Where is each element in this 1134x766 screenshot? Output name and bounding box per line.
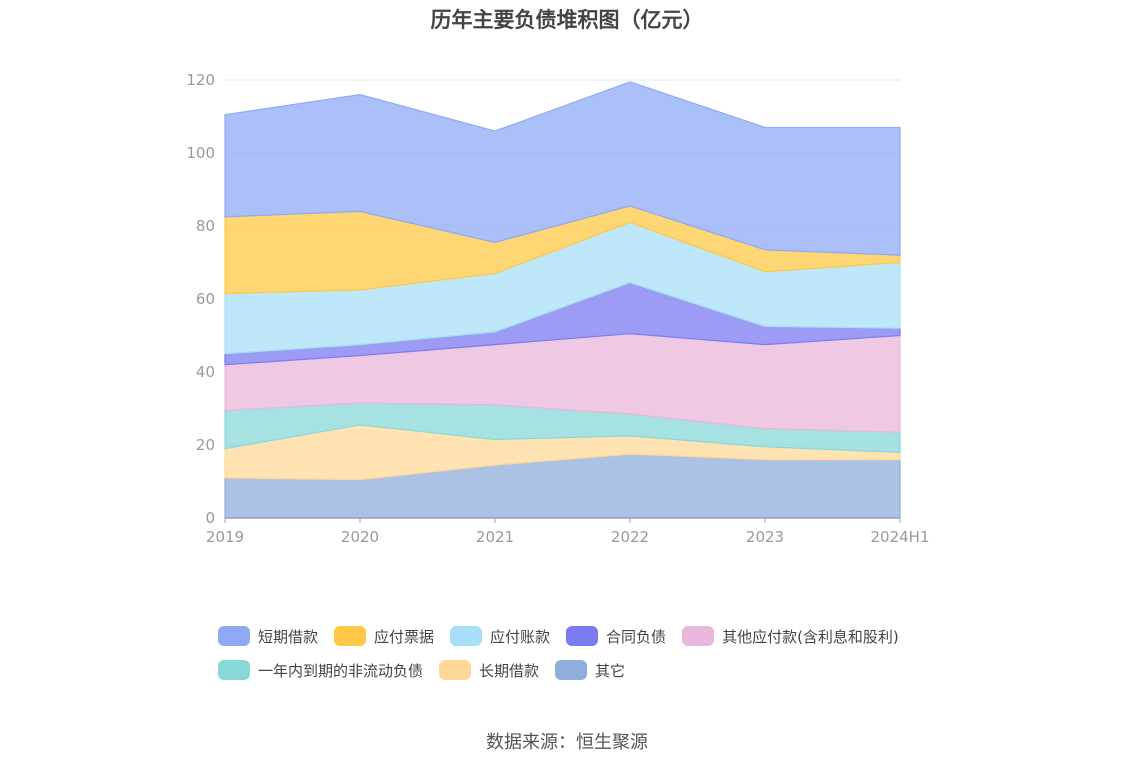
legend-swatch (218, 626, 250, 646)
legend-label: 合同负债 (606, 627, 667, 646)
y-tick-label: 60 (196, 290, 215, 308)
area-短期借款 (224, 81, 901, 256)
legend-item[interactable]: 应付票据 (334, 626, 434, 646)
y-tick-label: 120 (186, 71, 215, 89)
legend: 短期借款 应付票据 应付账款 合同负债 其他应付款(含利息和股利) 一年内到期的非流动负债… (0, 626, 1134, 680)
y-tick-label: 40 (196, 363, 215, 381)
legend-label: 一年内到期的非流动负债 (258, 661, 424, 680)
legend-swatch (334, 626, 367, 646)
data-source: 数据来源：恒生聚源 (486, 732, 648, 753)
legend-swatch (555, 660, 588, 680)
legend-swatch (439, 660, 472, 680)
legend-label: 其它 (595, 661, 626, 680)
legend-item[interactable]: 应付账款 (450, 626, 550, 646)
legend-label: 应付票据 (374, 627, 435, 646)
legend-item[interactable]: 其他应付款(含利息和股利) (682, 626, 899, 646)
x-tick-label: 2024H1 (871, 528, 930, 546)
x-tick-label: 2019 (206, 528, 244, 546)
legend-item[interactable]: 一年内到期的非流动负债 (218, 660, 423, 680)
chart-title: 历年主要负债堆积图（亿元） (430, 8, 704, 32)
x-tick-label: 2020 (341, 528, 379, 546)
legend-label: 其他应付款(含利息和股利) (722, 627, 899, 646)
legend-item[interactable]: 其它 (555, 660, 625, 680)
legend-item[interactable]: 长期借款 (439, 660, 539, 680)
y-tick-label: 80 (196, 217, 215, 235)
y-tick-label: 0 (205, 509, 215, 527)
x-tick-label: 2022 (611, 528, 649, 546)
area-series (224, 81, 901, 519)
x-tick-label: 2021 (476, 528, 514, 546)
legend-label: 短期借款 (258, 627, 319, 646)
legend-swatch (218, 660, 250, 680)
legend-swatch (682, 626, 715, 646)
legend-item[interactable]: 短期借款 (218, 626, 318, 646)
stacked-area-chart: 0 20 40 60 80 100 120 2019 2020 2021 2022 2023 2024H… (186, 71, 929, 546)
x-tick-label: 2023 (746, 528, 784, 546)
legend-label: 应付账款 (490, 627, 551, 646)
legend-item[interactable]: 合同负债 (566, 626, 666, 646)
y-tick-label: 20 (196, 436, 215, 454)
legend-swatch (566, 626, 599, 646)
y-tick-label: 100 (186, 144, 215, 162)
legend-label: 长期借款 (479, 661, 540, 680)
axes: 0 20 40 60 80 100 120 2019 2020 2021 2022 2023 2024H… (186, 71, 929, 546)
legend-swatch (450, 626, 483, 646)
